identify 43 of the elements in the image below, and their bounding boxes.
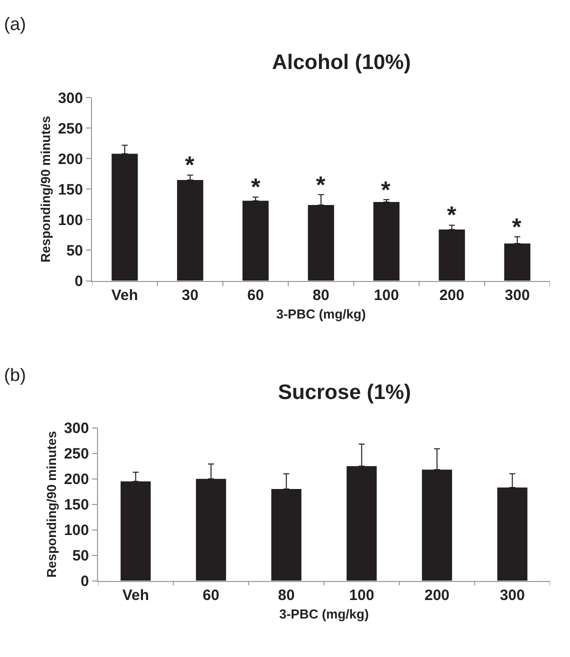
- y-tick-label: 150: [58, 181, 83, 198]
- bar: [242, 200, 269, 281]
- text: (a): [4, 14, 26, 34]
- x-tick-label: 60: [202, 586, 220, 604]
- x-tick-label: 100: [374, 286, 399, 304]
- y-tick-label: 50: [66, 242, 83, 260]
- y-axis-title: Responding/90 minutes: [44, 430, 59, 578]
- x-tick-label: 60: [247, 286, 264, 304]
- annotation: *: [251, 174, 261, 201]
- y-tick-label: 100: [64, 522, 89, 540]
- y-tick-label: 200: [64, 471, 89, 488]
- annotation: *: [381, 177, 391, 204]
- x-tick-label: 300: [504, 286, 530, 304]
- chart-title: Alcohol (10%): [272, 51, 411, 74]
- chart-title: Sucrose (1%): [278, 381, 412, 404]
- x-tick-label: 200: [424, 586, 450, 604]
- y-tick-label: 150: [64, 496, 89, 514]
- x-tick-label: Veh: [111, 286, 138, 304]
- x-axis-title: 3-PBC (mg/kg): [276, 306, 366, 322]
- y-tick-label: 300: [58, 90, 83, 107]
- x-tick-label: Veh: [122, 586, 150, 604]
- annotation: *: [185, 152, 195, 179]
- x-axis-title: 3-PBC (mg/kg): [279, 606, 369, 622]
- x-tick-label: 80: [278, 586, 295, 604]
- x-tick-label: 100: [349, 586, 374, 604]
- annotation: *: [512, 214, 522, 241]
- y-tick-label: 0: [80, 573, 89, 590]
- x-tick-label: 300: [500, 586, 525, 604]
- y-tick-label: 50: [72, 548, 89, 565]
- text: (b): [4, 365, 26, 385]
- x-tick-label: 30: [182, 286, 198, 304]
- y-tick-label: 100: [58, 212, 83, 229]
- bar: [373, 202, 400, 281]
- y-tick-label: 250: [58, 120, 83, 138]
- x-tick-label: 200: [439, 286, 464, 304]
- annotation: *: [447, 202, 457, 229]
- y-tick-label: 0: [74, 273, 83, 290]
- y-tick-label: 300: [64, 420, 89, 438]
- y-axis-title: Responding/90 minutes: [38, 116, 53, 263]
- y-tick-label: 200: [58, 150, 83, 168]
- y-tick-label: 250: [64, 446, 89, 463]
- annotation: *: [316, 172, 326, 199]
- x-tick-label: 80: [312, 286, 330, 304]
